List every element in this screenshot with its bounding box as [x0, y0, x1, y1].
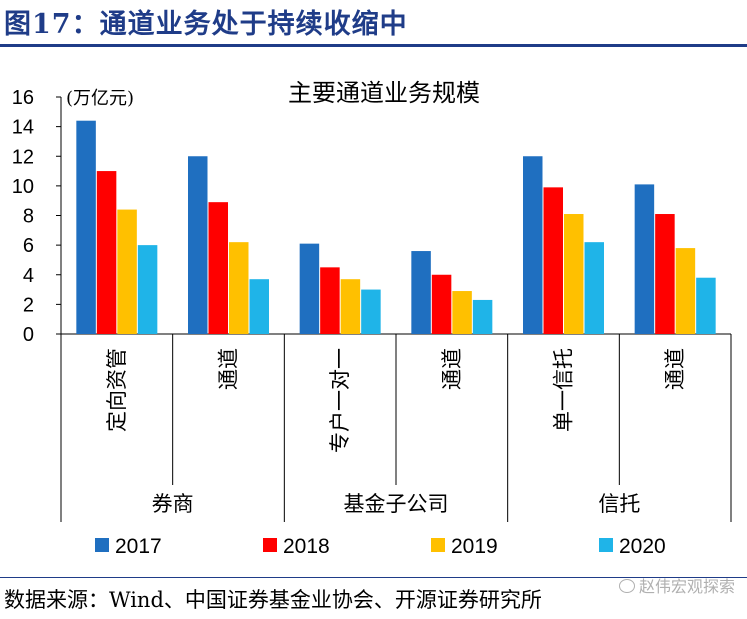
bar-2018-2 — [208, 202, 228, 334]
bar-2017-6 — [634, 184, 655, 334]
bar-2020-1 — [137, 245, 158, 334]
bar-2019-3 — [340, 279, 361, 334]
category-label: 通道 — [663, 348, 687, 390]
category-label: 通道 — [217, 348, 241, 390]
bar-chart: 主要通道业务规模 (万亿元) 0 2 4 6 8 10 12 14 16 定向资管 通道 专户一对一 通道 单… — [12, 79, 732, 558]
group-label: 基金子公司 — [344, 492, 449, 516]
bar-2019-5 — [564, 214, 584, 334]
bar-2019-6 — [675, 248, 696, 334]
category-label: 单一信托 — [552, 348, 576, 432]
legend-swatch-2018 — [263, 538, 277, 552]
legend-label-2019: 2019 — [451, 535, 498, 558]
wechat-icon — [618, 579, 635, 593]
category-label: 定向资管 — [105, 348, 129, 432]
bar-2017-2 — [188, 156, 208, 334]
bar-2017-1 — [76, 120, 96, 334]
bar-2020-2 — [249, 279, 269, 334]
bar-2019-1 — [117, 209, 137, 334]
bar-2018-5 — [543, 187, 563, 334]
legend-swatch-2019 — [431, 538, 445, 552]
watermark: 赵伟宏观探索 — [618, 573, 735, 597]
bar-2017-5 — [523, 156, 543, 334]
bar-2018-6 — [655, 214, 675, 334]
bar-2020-6 — [696, 277, 716, 334]
group-label: 券商 — [152, 492, 194, 516]
group-label: 信托 — [598, 492, 640, 516]
y-tick-label: 0 — [23, 324, 34, 346]
y-tick-label: 14 — [12, 117, 34, 139]
y-tick-label: 6 — [23, 235, 34, 257]
legend-label-2017: 2017 — [115, 535, 162, 558]
y-tick-label: 2 — [23, 294, 34, 316]
legend-swatch-2020 — [599, 538, 613, 552]
chart-title: 主要通道业务规模 — [288, 79, 480, 107]
bar-2017-4 — [411, 251, 431, 334]
bar-2018-4 — [431, 274, 452, 334]
footer-rule — [0, 577, 747, 578]
bar-2017-3 — [299, 243, 320, 334]
y-tick-label: 8 — [23, 206, 34, 228]
y-tick-label: 16 — [12, 87, 34, 109]
y-axis-unit-label: (万亿元) — [66, 88, 134, 109]
watermark-text: 赵伟宏观探索 — [638, 577, 735, 596]
title-rule — [0, 44, 747, 47]
y-tick-label: 12 — [12, 146, 34, 168]
source-note: 数据来源：Wind、中国证券基金业协会、开源证券研究所 — [4, 588, 542, 612]
category-label: 专户一对一 — [328, 348, 352, 453]
bar-2020-5 — [584, 242, 604, 334]
bar-2019-4 — [452, 291, 472, 334]
bar-2019-2 — [229, 242, 249, 334]
bar-2020-3 — [361, 289, 381, 334]
legend-label-2018: 2018 — [283, 535, 330, 558]
legend-label-2020: 2020 — [619, 535, 666, 558]
y-tick-label: 4 — [23, 265, 34, 287]
bar-2018-1 — [96, 171, 117, 334]
bar-2020-4 — [472, 299, 493, 334]
figure-title: 图17：通道业务处于持续收缩中 — [4, 9, 408, 40]
bar-2018-3 — [320, 267, 340, 334]
category-label: 通道 — [440, 348, 464, 390]
legend-swatch-2017 — [95, 538, 109, 552]
y-tick-label: 10 — [12, 176, 34, 198]
